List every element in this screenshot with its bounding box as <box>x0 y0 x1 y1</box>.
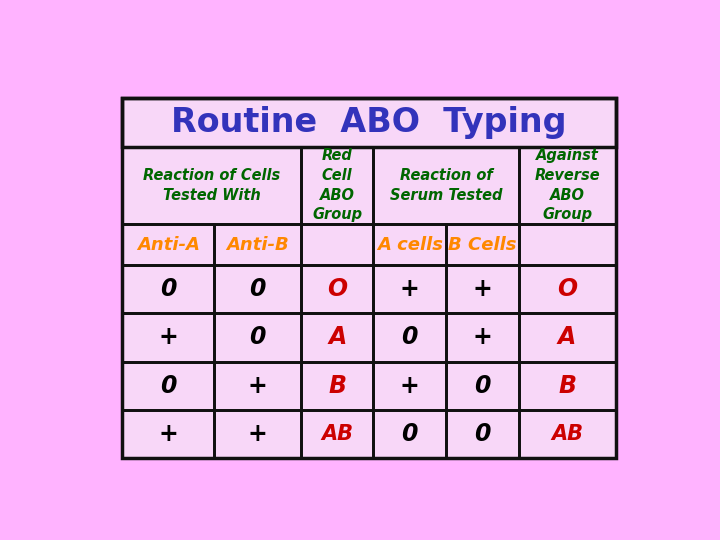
Bar <box>301 265 374 313</box>
Bar <box>374 313 446 361</box>
Bar <box>518 410 616 458</box>
Text: Anti-B: Anti-B <box>226 235 289 254</box>
Text: +: + <box>400 278 420 301</box>
Bar <box>301 361 374 410</box>
Text: +: + <box>158 326 178 349</box>
Text: 0: 0 <box>249 326 266 349</box>
Bar <box>122 147 301 224</box>
Bar <box>518 313 616 361</box>
Bar <box>446 361 518 410</box>
Bar <box>214 224 301 265</box>
Bar <box>301 410 374 458</box>
Text: 0: 0 <box>474 422 490 446</box>
Bar <box>374 265 446 313</box>
Text: B: B <box>558 374 576 397</box>
Bar <box>446 265 518 313</box>
Text: +: + <box>158 422 178 446</box>
Bar <box>214 410 301 458</box>
Text: 0: 0 <box>160 278 176 301</box>
Bar <box>301 224 374 265</box>
Bar <box>518 265 616 313</box>
Bar <box>122 98 616 147</box>
Text: O: O <box>327 278 347 301</box>
Bar <box>214 313 301 361</box>
Text: 0: 0 <box>402 422 418 446</box>
Bar <box>374 224 446 265</box>
Text: A: A <box>558 326 576 349</box>
Bar <box>301 313 374 361</box>
Text: Against
Reverse
ABO
Group: Against Reverse ABO Group <box>534 148 600 222</box>
Text: AB: AB <box>551 424 583 444</box>
Text: 0: 0 <box>474 374 490 397</box>
Bar <box>446 410 518 458</box>
Text: B Cells: B Cells <box>448 235 516 254</box>
Text: +: + <box>248 374 267 397</box>
Bar <box>122 410 214 458</box>
Bar <box>301 147 374 224</box>
Text: +: + <box>472 326 492 349</box>
Text: 0: 0 <box>402 326 418 349</box>
Bar <box>214 361 301 410</box>
Text: 0: 0 <box>160 374 176 397</box>
Bar <box>518 147 616 224</box>
Text: Anti-A: Anti-A <box>137 235 199 254</box>
Bar <box>122 313 214 361</box>
Bar <box>518 361 616 410</box>
Text: B: B <box>328 374 346 397</box>
Text: A cells: A cells <box>377 235 443 254</box>
Text: Reaction of Cells
Tested With: Reaction of Cells Tested With <box>143 168 280 202</box>
Text: Reaction of
Serum Tested: Reaction of Serum Tested <box>390 168 503 202</box>
Text: +: + <box>400 374 420 397</box>
Text: +: + <box>472 278 492 301</box>
Text: AB: AB <box>321 424 354 444</box>
Bar <box>446 224 518 265</box>
Bar <box>374 410 446 458</box>
Text: Red
Cell
ABO
Group: Red Cell ABO Group <box>312 148 362 222</box>
Text: 0: 0 <box>249 278 266 301</box>
Bar <box>518 224 616 265</box>
Bar <box>122 361 214 410</box>
FancyBboxPatch shape <box>122 98 616 458</box>
Text: A: A <box>328 326 346 349</box>
Text: O: O <box>557 278 577 301</box>
Bar <box>374 361 446 410</box>
Bar <box>122 265 214 313</box>
Bar <box>374 147 518 224</box>
Bar <box>214 265 301 313</box>
Text: +: + <box>248 422 267 446</box>
Text: Routine  ABO  Typing: Routine ABO Typing <box>171 106 567 139</box>
Bar <box>122 224 214 265</box>
Bar <box>446 313 518 361</box>
